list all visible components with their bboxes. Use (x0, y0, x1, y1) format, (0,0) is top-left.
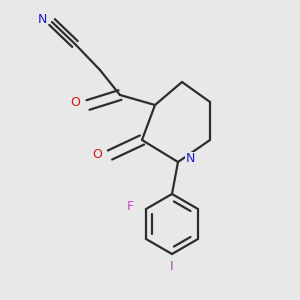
Text: N: N (37, 13, 47, 26)
Text: O: O (92, 148, 102, 161)
Text: F: F (127, 200, 134, 214)
Text: I: I (170, 260, 174, 274)
Text: N: N (185, 152, 195, 166)
Text: O: O (70, 95, 80, 109)
